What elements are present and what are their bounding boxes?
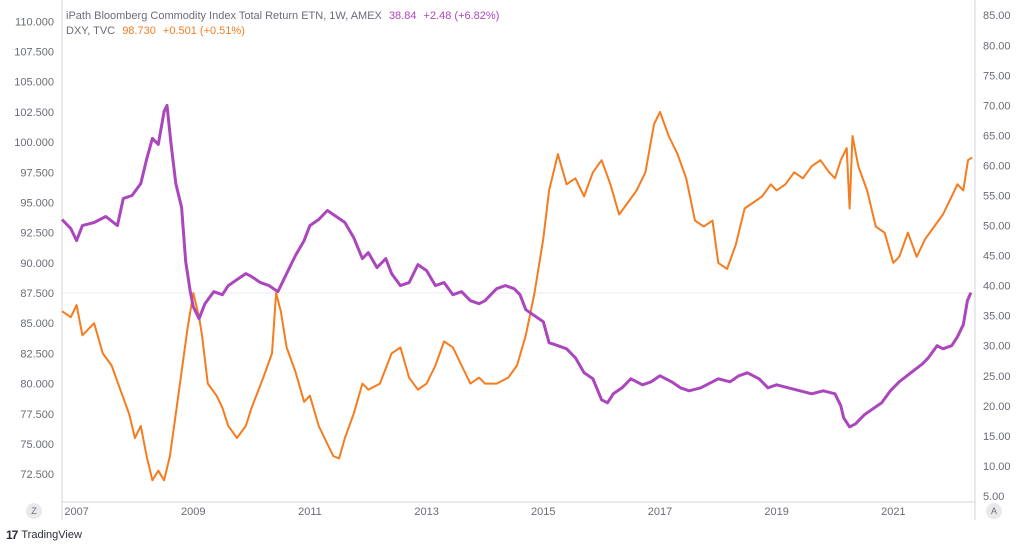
- left-tick-label: 87.500: [20, 288, 54, 300]
- legend-series2-value: 98.730: [122, 25, 156, 37]
- right-tick-label: 55.00: [983, 191, 1011, 203]
- legend: iPath Bloomberg Commodity Index Total Re…: [66, 9, 503, 39]
- legend-series2-change: +0.501 (+0.51%): [162, 25, 245, 37]
- right-tick-label: 40.00: [983, 281, 1011, 293]
- right-tick-label: 75.00: [983, 70, 1011, 82]
- left-tick-label: 75.000: [20, 439, 54, 451]
- left-tick-label: 95.000: [20, 197, 54, 209]
- branding-name: TradingView: [21, 529, 82, 541]
- x-tick-label: 2011: [298, 506, 322, 518]
- left-tick-label: 97.500: [20, 167, 54, 179]
- left-tick-label: 80.000: [20, 379, 54, 391]
- tick-labels: 110.000 107.500 105.000 102.500 100.000 97.50…: [14, 10, 1010, 518]
- left-tick-label: 77.500: [20, 409, 54, 421]
- right-tick-label: 35.00: [983, 311, 1011, 323]
- left-tick-label: 90.000: [20, 258, 54, 270]
- right-tick-label: 80.00: [983, 40, 1011, 52]
- left-tick-label: 105.000: [14, 77, 54, 89]
- right-tick-label: 50.00: [983, 221, 1011, 233]
- x-tick-label: 2007: [64, 506, 88, 518]
- right-tick-label: 15.00: [983, 431, 1011, 443]
- legend-series1-change: +2.48 (+6.82%): [423, 10, 500, 22]
- x-tick-label: 2013: [414, 506, 438, 518]
- right-tick-label: 60.00: [983, 160, 1011, 172]
- zoom-reset-button[interactable]: Z: [26, 503, 42, 519]
- x-tick-label: 2017: [648, 506, 672, 518]
- legend-series1-name: iPath Bloomberg Commodity Index Total Re…: [66, 10, 382, 22]
- right-tick-label: 10.00: [983, 461, 1011, 473]
- series-layer: [60, 103, 973, 482]
- branding[interactable]: 17 TradingView: [6, 528, 82, 542]
- left-tick-label: 92.500: [20, 228, 54, 240]
- dxy-series-line: [61, 110, 973, 482]
- auto-scale-button[interactable]: A: [986, 503, 1002, 519]
- left-tick-label: 110.000: [15, 16, 54, 28]
- axes: [61, 0, 976, 520]
- right-tick-label: 5.00: [983, 491, 1004, 503]
- legend-series2[interactable]: DXY, TVC 98.730 +0.501 (+0.51%): [66, 24, 503, 39]
- tradingview-logo-icon: 17: [6, 528, 18, 542]
- left-tick-label: 85.000: [20, 318, 54, 330]
- legend-series2-name: DXY, TVC: [66, 25, 116, 37]
- right-tick-label: 20.00: [983, 401, 1011, 413]
- legend-series1[interactable]: iPath Bloomberg Commodity Index Total Re…: [66, 9, 503, 24]
- right-tick-label: 25.00: [983, 371, 1011, 383]
- right-tick-label: 65.00: [983, 130, 1011, 142]
- left-tick-label: 82.500: [20, 348, 54, 360]
- right-tick-label: 70.00: [983, 100, 1011, 112]
- x-tick-label: 2015: [531, 506, 555, 518]
- left-tick-label: 100.000: [14, 137, 54, 149]
- x-tick-label: 2019: [764, 506, 788, 518]
- commodity-series-line: [60, 103, 973, 429]
- right-tick-label: 45.00: [983, 251, 1011, 263]
- right-tick-label: 85.00: [983, 10, 1011, 22]
- left-tick-label: 107.500: [14, 46, 54, 58]
- left-tick-label: 72.500: [20, 469, 54, 481]
- x-tick-label: 2009: [181, 506, 205, 518]
- left-tick-label: 102.500: [14, 107, 54, 119]
- right-tick-label: 30.00: [983, 341, 1011, 353]
- legend-series1-value: 38.84: [388, 10, 417, 22]
- x-tick-label: 2021: [881, 506, 905, 518]
